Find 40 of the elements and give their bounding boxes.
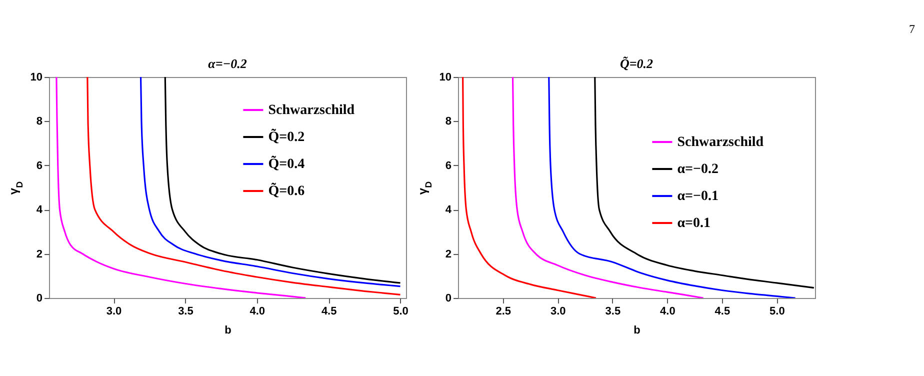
legend-label: Q̃=0.6 (268, 182, 305, 199)
y-tick-label: 2 (445, 248, 452, 260)
x-tick-label: 3.0 (550, 306, 566, 318)
x-tick-label: 2.5 (496, 306, 512, 318)
x-axis-title: b (224, 324, 232, 336)
x-tick-label: 5.0 (770, 306, 785, 318)
x-tick-label: 4.5 (714, 306, 730, 318)
line-series (548, 77, 796, 298)
y-tick-label: 0 (445, 292, 452, 304)
y-tick-label: 4 (445, 204, 452, 216)
x-tick-label: 4.0 (250, 306, 266, 318)
x-tick-label: 5.0 (393, 306, 408, 318)
line-series (462, 77, 597, 298)
text: 7 (909, 22, 915, 36)
y-tick-label: 10 (30, 72, 42, 84)
x-axis-title: b (634, 324, 641, 336)
x-tick-label: 3.0 (106, 306, 122, 318)
y-tick-label: 8 (445, 116, 452, 128)
line-series (594, 77, 815, 289)
x-tick-label: 4.0 (660, 306, 676, 318)
y-tick-label: 0 (36, 292, 42, 304)
y-tick-label: 6 (445, 160, 452, 172)
y-tick-label: 8 (36, 116, 42, 128)
legend-label: Q̃=0.2 (268, 128, 305, 145)
legend-label: Schwarzschild (268, 103, 355, 118)
y-tick-label: 10 (439, 72, 452, 84)
chart-title: Q̃=0.2 (620, 56, 654, 71)
y-tick-label: 2 (36, 248, 42, 260)
legend-label: α=−0.2 (677, 162, 718, 177)
y-tick-label: 6 (36, 160, 42, 172)
x-tick-label: 3.5 (605, 306, 621, 318)
line-series (86, 77, 402, 296)
x-tick-label: 3.5 (178, 306, 194, 318)
legend-label: Schwarzschild (677, 135, 764, 150)
legend-label: α=−0.1 (677, 189, 718, 204)
y-tick-label: 4 (36, 204, 44, 216)
legend-label: α=0.1 (677, 216, 711, 231)
chart-title: α=−0.2 (208, 56, 248, 71)
x-tick-label: 4.5 (321, 306, 337, 318)
legend-label: Q̃=0.4 (268, 156, 305, 172)
